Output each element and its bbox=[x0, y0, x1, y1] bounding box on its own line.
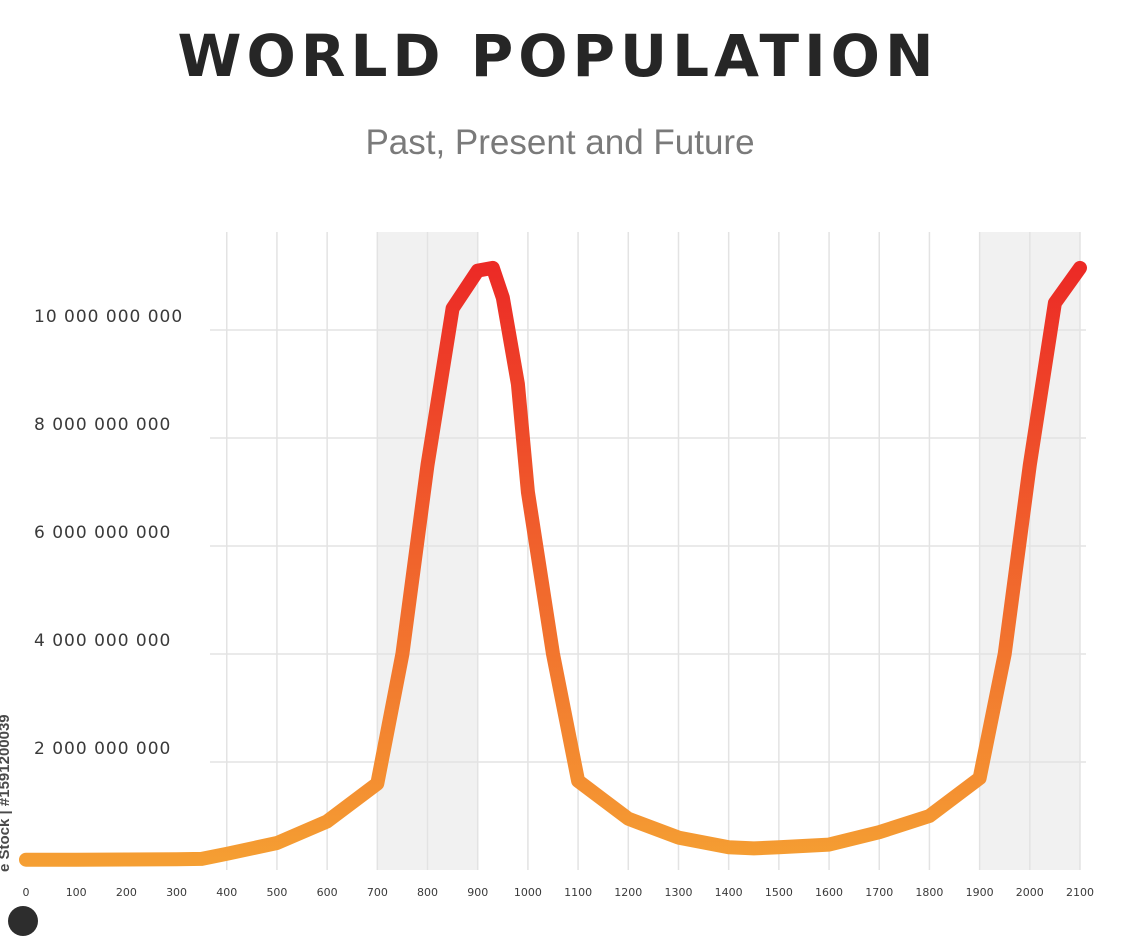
x-axis-labels: 0 100 200 300 400 500 600 700 800 900 1000 1100 1200… bbox=[23, 886, 1095, 899]
y-tick-label: 6 000 000 000 bbox=[34, 523, 171, 543]
population-series bbox=[19, 260, 1087, 867]
chart-subtitle: Past, Present and Future bbox=[365, 123, 755, 162]
x-tick-label: 200 bbox=[116, 886, 137, 899]
stock-watermark: e Stock | #1591200039 bbox=[0, 714, 13, 872]
x-tick-label: 400 bbox=[216, 886, 237, 899]
x-tick-label: 1800 bbox=[915, 886, 943, 899]
series-line bbox=[19, 260, 1087, 867]
x-tick-label: 2000 bbox=[1016, 886, 1044, 899]
x-tick-label: 1300 bbox=[664, 886, 692, 899]
x-tick-label: 1900 bbox=[966, 886, 994, 899]
stock-logo-icon bbox=[8, 906, 38, 936]
y-tick-label: 4 000 000 000 bbox=[34, 631, 171, 651]
x-tick-label: 500 bbox=[266, 886, 287, 899]
x-tick-label: 100 bbox=[66, 886, 87, 899]
x-tick-label: 2100 bbox=[1066, 886, 1094, 899]
x-tick-label: 700 bbox=[367, 886, 388, 899]
x-tick-label: 1700 bbox=[865, 886, 893, 899]
x-tick-label: 1500 bbox=[765, 886, 793, 899]
chart-title: WORLD POPULATION bbox=[177, 22, 939, 90]
y-tick-label: 10 000 000 000 bbox=[34, 307, 183, 327]
x-tick-label: 1400 bbox=[715, 886, 743, 899]
y-axis-labels: 2 000 000 000 4 000 000 000 6 000 000 000 8… bbox=[34, 307, 183, 759]
x-tick-label: 600 bbox=[317, 886, 338, 899]
y-tick-label: 2 000 000 000 bbox=[34, 739, 171, 759]
x-tick-label: 1000 bbox=[514, 886, 542, 899]
y-tick-label: 8 000 000 000 bbox=[34, 415, 171, 435]
x-tick-label: 1200 bbox=[614, 886, 642, 899]
x-tick-label: 900 bbox=[467, 886, 488, 899]
x-tick-label: 1100 bbox=[564, 886, 592, 899]
x-tick-label: 300 bbox=[166, 886, 187, 899]
x-tick-label: 1600 bbox=[815, 886, 843, 899]
grid-lines bbox=[210, 232, 1086, 870]
x-tick-label: 800 bbox=[417, 886, 438, 899]
x-tick-label: 0 bbox=[23, 886, 30, 899]
